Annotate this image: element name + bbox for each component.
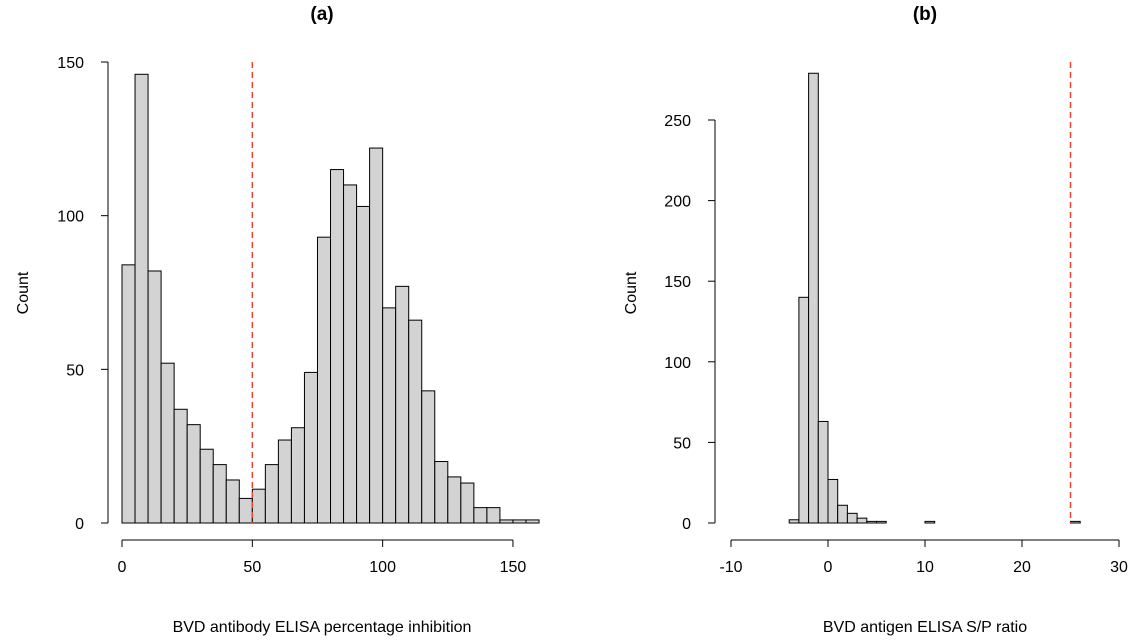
panel-a-bar [421,390,436,524]
panel-b-bar [856,517,868,524]
panel-a-bar [512,519,527,524]
panel-b-y-tick-label: 50 [673,435,691,452]
panel-b-x-tick-label: 0 [824,559,833,576]
panel-a-bar [134,73,149,524]
panel-a-bar [173,408,188,524]
panel-a-bar [251,488,266,524]
panel-a-bar [264,464,279,524]
panel-a-bar [395,285,410,524]
panel-a-y-tick-label: 0 [75,516,84,533]
panel-a-title: (a) [310,4,333,25]
panel-a-bar [330,169,345,524]
panel-a-bar [382,307,397,524]
panel-a-bar [525,519,540,524]
panel-b-x-tick-label: 20 [1013,559,1031,576]
panel-b-bar [866,520,877,524]
panel-b-bar [876,520,887,524]
panel-b-x-tick-label: -10 [719,559,742,576]
panel-b-bar [808,72,819,524]
panel-a-y-tick-label: 100 [57,209,84,226]
panel-b-y-axis-label: Count [623,271,640,314]
panel-b-bar [846,512,858,524]
panel-a-x-tick-label: 100 [369,559,396,576]
panel-a-x-tick-label: 0 [118,559,127,576]
panel-b-y-tick-label: 100 [664,355,691,372]
panel-b-bar [827,478,839,524]
panel-a-y-tick-label: 150 [57,55,84,72]
panel-b-title: (b) [913,4,937,25]
panel-a-bar [303,371,318,524]
panel-b-bar [924,520,936,524]
panel-a-bar [369,147,384,524]
panel-a-bar [316,236,332,524]
panel-b: (b) Count BVD antigen ELISA S/P ratio 0 5… [623,4,1128,636]
panel-a-x-axis-label: BVD antibody ELISA percentage inhibition [173,619,472,636]
panel-a-bar [486,507,501,524]
panel-b-bar [798,296,810,524]
panel-b-bar [817,420,829,524]
panel-a-bar [147,270,162,524]
panel-a-bar [212,464,227,524]
panel-a-bar [460,482,475,524]
panel-a-y-tick-label: 50 [66,362,84,379]
panel-b-y-tick-label: 200 [664,194,691,211]
panel-a-bar [499,519,514,524]
panel-a-x-tick-label: 50 [243,559,261,576]
panel-a-bar [199,448,214,524]
panel-a-y-axis-label: Count [15,271,32,314]
panel-a-bar [408,319,423,524]
panel-b-x-tick-label: 30 [1110,559,1128,576]
panel-b-y-tick-label: 250 [664,113,691,130]
panel-a-bar [447,476,462,524]
panel-a-bar [343,184,358,524]
panel-b-x-tick-label: 10 [916,559,934,576]
panel-b-x-axis-label: BVD antigen ELISA S/P ratio [823,619,1027,636]
panel-a-bar [290,427,305,524]
panel-a-x-tick-label: 150 [500,559,527,576]
panel-b-bar [788,519,800,524]
panel-a-bar [160,362,175,524]
panel-a-bar [121,264,136,524]
panel-b-bar [1070,520,1081,524]
panel-b-y-tick-label: 0 [682,516,691,533]
panel-a: (a) Count BVD antibody ELISA percentage … [15,4,540,636]
panel-b-y-tick-label: 150 [664,274,691,291]
panel-b-bar [837,504,848,524]
panel-a-bar [238,497,253,524]
panel-a-bar [356,205,371,524]
panel-a-bar [473,507,488,524]
panel-a-bar [186,424,201,524]
panel-a-bar [434,461,449,524]
panel-a-bar [225,479,240,524]
panel-a-bar [277,439,292,524]
